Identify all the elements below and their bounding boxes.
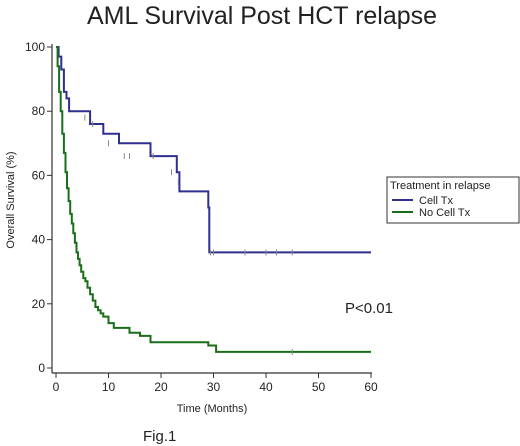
legend-label: No Cell Tx [419,207,471,219]
x-tick-label: 20 [154,380,168,394]
series-layer [56,46,371,355]
legend-label: Cell Tx [419,195,454,207]
x-tick-label: 60 [364,380,378,394]
chart-title: AML Survival Post HCT relapse [87,2,437,30]
x-ticks: 0 10 20 30 40 50 60 [53,373,378,394]
x-tick-label: 30 [207,380,221,394]
figure-label: Fig.1 [143,428,176,445]
y-tick-label: 60 [32,168,46,182]
x-tick-label: 0 [53,380,60,394]
y-tick-label: 80 [32,104,46,118]
x-tick-label: 40 [259,380,273,394]
y-tick-label: 0 [38,361,45,375]
p-value-annotation: P<0.01 [345,300,393,317]
y-ticks: 0 20 40 60 80 100 [25,40,52,375]
x-tick-label: 50 [312,380,326,394]
x-axis-label: Time (Months) [177,403,248,415]
series-line-cell-tx [56,46,371,254]
y-tick-label: 20 [32,297,46,311]
series-line-no-cell-tx [56,46,371,353]
y-tick-label: 40 [32,233,46,247]
y-tick-label: 100 [25,40,45,54]
legend-title: Treatment in relapse [390,180,490,192]
x-tick-label: 10 [102,380,116,394]
y-axis-label: Overall Survival (%) [5,151,17,248]
